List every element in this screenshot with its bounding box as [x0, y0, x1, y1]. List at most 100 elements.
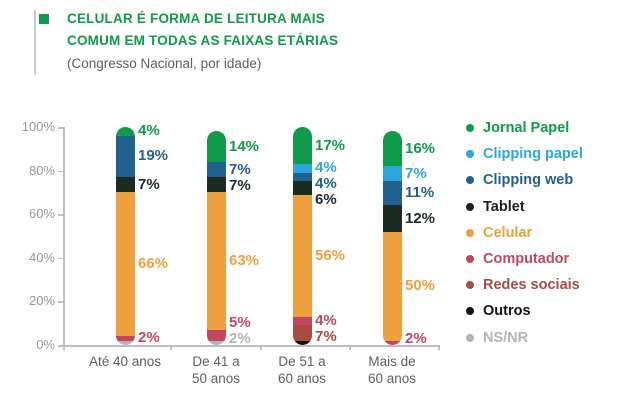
bar-segment [382, 340, 402, 345]
x-axis-label: De 41 a 50 anos [156, 353, 276, 387]
bar-segment [115, 135, 135, 178]
segment-value-label: 7% [229, 160, 251, 178]
bar-segment [206, 161, 226, 178]
header-rule [34, 10, 36, 75]
page-title-line2: COMUM EM TODAS AS FAIXAS ETÁRIAS [67, 33, 339, 48]
legend-label: Clipping papel [483, 146, 583, 163]
y-axis-label: 40% [28, 249, 55, 265]
segment-value-label: 4% [315, 159, 337, 177]
segment-value-label: 66% [138, 255, 169, 273]
x-axis-label: Mais de 60 anos [332, 353, 452, 387]
legend-item: Clipping web [466, 170, 573, 190]
segment-value-label: 19% [138, 147, 169, 165]
bar-segment [206, 177, 226, 193]
legend-item: Redes sociais [466, 275, 580, 295]
bar [115, 127, 135, 345]
legend-dot-icon [466, 176, 474, 185]
y-axis-label: 60% [28, 206, 55, 222]
bar-segment [292, 194, 312, 317]
legend-dot-icon [466, 307, 474, 316]
bar-segment [206, 329, 226, 341]
x-axis-tick [438, 345, 440, 350]
legend-item: Jornal Papel [466, 118, 569, 138]
legend-dot-icon [466, 124, 474, 132]
segment-value-label: 6% [315, 191, 337, 209]
bar-segment [292, 172, 312, 182]
bar [206, 131, 226, 345]
legend-label: Outros [483, 303, 531, 320]
legend-item: Outros [466, 301, 531, 321]
segment-value-label: 17% [315, 136, 346, 154]
legend-label: Celular [483, 224, 533, 241]
y-axis-tick [58, 301, 63, 303]
bar-segment [115, 336, 135, 341]
x-axis-line [63, 345, 438, 347]
legend-label: Computador [483, 251, 570, 267]
bar-segment [382, 181, 402, 206]
title-bullet-icon [39, 14, 49, 24]
x-axis-label-line: Mais de [368, 354, 416, 369]
bar-segment [206, 192, 226, 330]
bar-segment [115, 127, 135, 136]
x-axis-label-line: De 41 a [192, 354, 240, 369]
bar-segment [115, 177, 135, 193]
legend-dot-icon [466, 281, 474, 290]
bar-segment [292, 164, 312, 173]
y-axis-tick [58, 257, 63, 260]
legend-label: Tablet [483, 198, 525, 215]
bar-segment [115, 192, 135, 337]
bar-segment [292, 316, 312, 326]
bar-segment [382, 166, 402, 182]
x-axis-label: Até 40 anos [65, 353, 185, 370]
segment-value-label: 2% [138, 329, 160, 347]
x-axis-tick [349, 345, 351, 350]
segment-value-label: 7% [315, 328, 337, 346]
segment-value-label: 63% [229, 252, 260, 270]
bar-segment [292, 340, 312, 345]
legend-label: Redes sociais [483, 277, 580, 294]
segment-value-label: 14% [229, 137, 260, 155]
legend-item: Celular [466, 223, 532, 243]
segment-value-label: 2% [405, 330, 427, 347]
legend-item: NS/NR [466, 328, 528, 348]
y-axis-label: 20% [28, 293, 55, 309]
legend-item: Clipping papel [466, 144, 583, 164]
bar-segment [206, 131, 226, 162]
x-axis-label-line: 50 anos [191, 371, 241, 386]
y-axis-tick [58, 345, 63, 347]
bar-segment [115, 340, 135, 345]
x-axis-label: De 51 a 60 anos [242, 353, 362, 387]
segment-value-label: 7% [405, 164, 427, 182]
bar-segment [382, 205, 402, 232]
x-axis-label-line: 60 anos [277, 371, 327, 386]
segment-value-label: 11% [405, 184, 435, 202]
legend-label: NS/NR [483, 329, 529, 346]
x-axis-label-line: De 51 a [278, 354, 326, 369]
bar [292, 127, 312, 345]
legend-label: Jornal Papel [483, 120, 570, 136]
y-axis-label: 100% [21, 119, 55, 134]
legend-dot-icon [466, 333, 474, 342]
y-axis-tick [58, 214, 63, 216]
y-axis-label: 80% [28, 162, 55, 178]
segment-value-label: 2% [229, 330, 251, 347]
x-axis-tick [260, 345, 262, 350]
y-axis-label: 0% [36, 337, 55, 352]
segment-value-label: 7% [138, 175, 160, 193]
bar-segment [292, 181, 312, 195]
page-subtitle: (Congresso Nacional, por idade) [67, 56, 262, 71]
y-axis-line [63, 127, 65, 345]
bar-segment [292, 127, 312, 165]
segment-value-label: 7% [229, 176, 251, 194]
y-axis-tick [58, 127, 63, 129]
legend-dot-icon [466, 255, 474, 263]
page-title-line1: CELULAR É FORMA DE LEITURA MAIS [67, 11, 325, 26]
x-axis-tick [170, 345, 172, 350]
legend-dot-icon [466, 202, 474, 211]
segment-value-label: 50% [405, 277, 436, 295]
legend-dot-icon [466, 228, 474, 237]
x-axis-tick [63, 345, 65, 350]
x-axis-label-line: 60 anos [367, 371, 417, 386]
segment-value-label: 12% [405, 209, 436, 227]
